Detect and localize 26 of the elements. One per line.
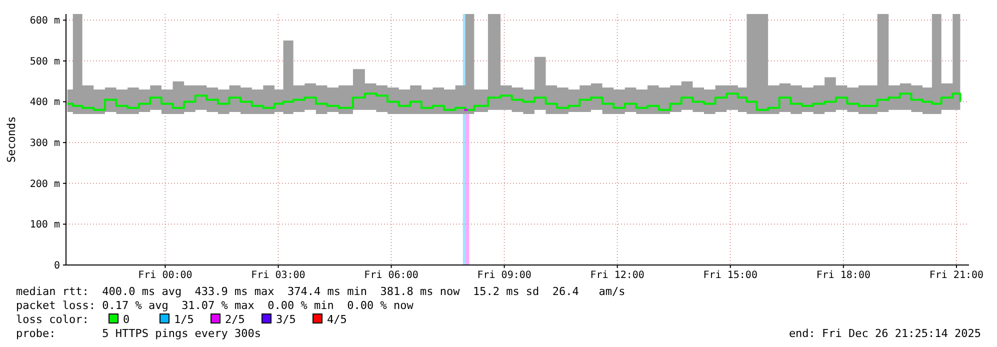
x-tick-label: Fri 03:00 <box>251 270 306 281</box>
y-tick-label: 500 m <box>30 56 60 68</box>
legend-title: loss color: <box>16 313 89 326</box>
x-tick-label: Fri 21:00 <box>929 270 984 281</box>
y-tick-label: 600 m <box>30 16 60 27</box>
y-tick-label: 0 <box>54 260 60 272</box>
legend-label: 2/5 <box>225 313 245 326</box>
x-tick-label: Fri 18:00 <box>816 270 871 281</box>
text: probe: 5 HTTPS pings every 300s <box>16 327 262 340</box>
legend-label: 4/5 <box>327 313 347 326</box>
legend-label: 0 <box>123 313 130 326</box>
text: end: Fri Dec 26 21:25:14 2025 <box>788 327 981 340</box>
x-tick-label: Fri 12:00 <box>590 270 644 281</box>
x-tick-label: Fri 00:00 <box>138 270 192 281</box>
text: median rtt: 400.0 ms avg 433.9 ms max 374.4 ms min 381.8 ms now 15.2 ms sd 26.4 am/s <box>16 285 626 298</box>
y-tick-label: 200 m <box>30 178 60 190</box>
legend-label: 3/5 <box>276 313 296 326</box>
y-tick-label: 100 m <box>30 220 60 231</box>
x-tick-label: Fri 09:00 <box>477 270 532 281</box>
legend-label: 1/5 <box>174 313 194 326</box>
x-tick-label: Fri 15:00 <box>703 270 758 281</box>
x-tick-label: Fri 06:00 <box>364 270 418 281</box>
y-tick-label: 300 m <box>30 138 60 150</box>
y-axis-title: Seconds <box>5 116 18 163</box>
text: packet loss: 0.17 % avg 31.07 % max 0.00 % min 0.00 % now <box>16 299 414 312</box>
y-tick-label: 400 m <box>30 97 60 108</box>
